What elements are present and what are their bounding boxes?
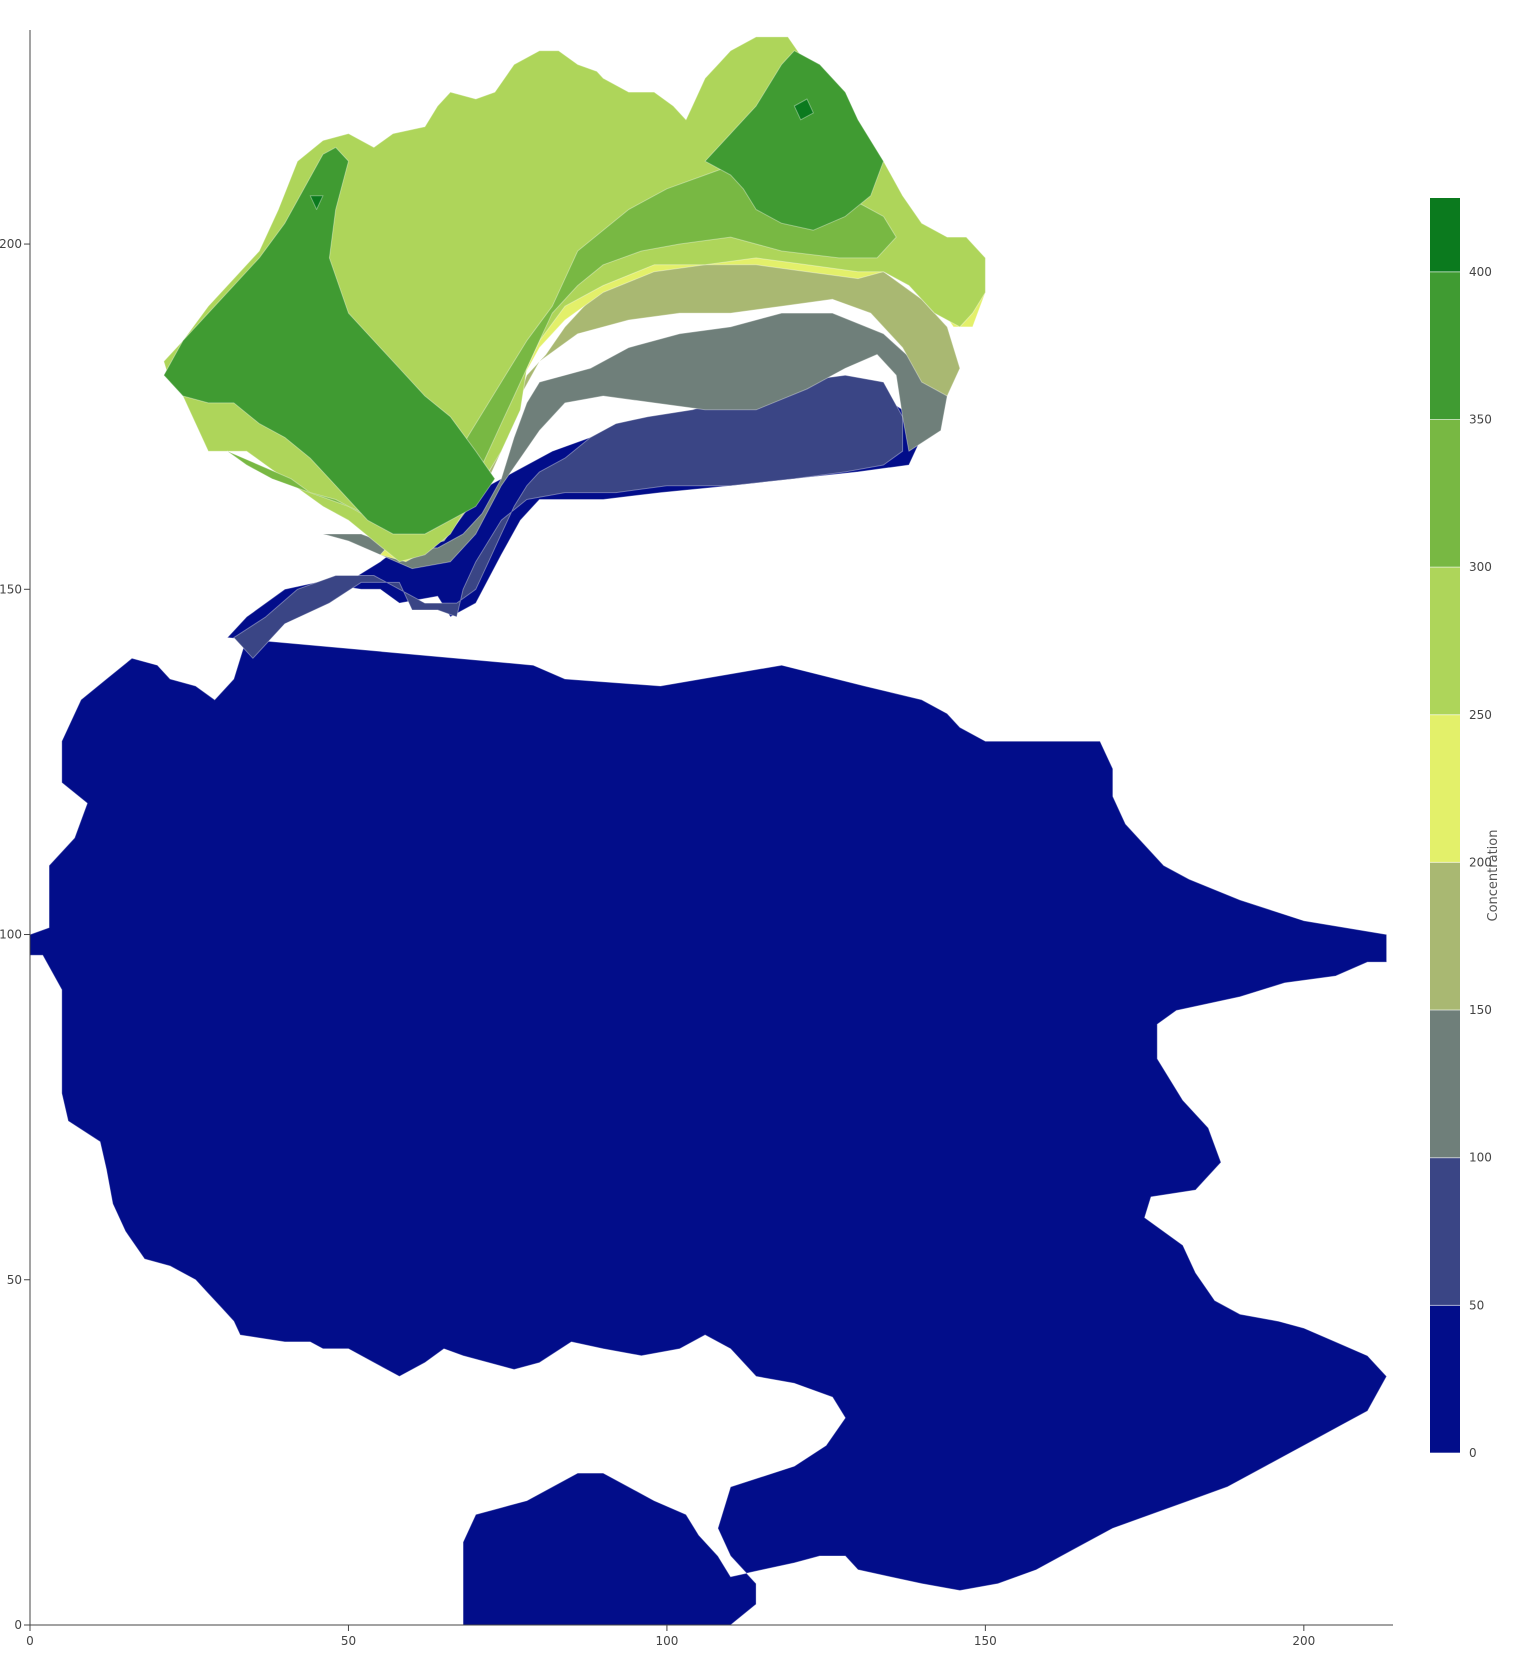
- axes: [29, 30, 1393, 1626]
- colorbar: 0 50 100 150 200 250 300 350 400 Concentration: [1430, 198, 1501, 1460]
- contour-region-0-50: [29, 388, 1388, 1626]
- x-tick-label: 100: [655, 1634, 678, 1648]
- colorbar-tick-label: 0: [1469, 1446, 1477, 1460]
- colorbar-band-200-250: [1430, 714, 1460, 863]
- contour-region-350-400: [163, 146, 496, 535]
- y-tick-label: 200: [0, 237, 22, 251]
- colorbar-tick-label: 100: [1469, 1151, 1492, 1165]
- contour-region-400-425: [793, 98, 814, 121]
- colorbar-tick-label: 300: [1469, 560, 1492, 574]
- colorbar-title: Concentration: [1486, 830, 1501, 922]
- y-tick-label: 0: [14, 1618, 22, 1632]
- colorbar-tick-label: 200: [1469, 855, 1492, 869]
- colorbar-tick-label: 400: [1469, 265, 1492, 279]
- colorbar-band-100-150: [1430, 1010, 1460, 1158]
- colorbar-band-250-300: [1430, 567, 1460, 715]
- x-tick-label: 150: [974, 1634, 997, 1648]
- plot-area: [29, 36, 1388, 1626]
- y-tick-label: 100: [0, 928, 22, 942]
- y-tick-label: 150: [0, 582, 22, 596]
- x-tick-label: 0: [26, 1634, 34, 1648]
- colorbar-band-400-425: [1430, 198, 1460, 272]
- contour-region-100-150: [322, 312, 948, 570]
- colorbar-band-150-200: [1430, 862, 1460, 1011]
- colorbar-tick-label: 250: [1469, 708, 1492, 722]
- colorbar-band-350-400: [1430, 271, 1460, 420]
- x-axis-ticks: 0 50 100 150 200: [26, 1625, 1315, 1648]
- colorbar-band-300-350: [1430, 419, 1460, 568]
- x-tick-label: 200: [1292, 1634, 1315, 1648]
- contour-region-400-425: [309, 195, 324, 210]
- colorbar-bands: [1430, 198, 1460, 1453]
- contour-region-50-100: [233, 374, 904, 659]
- colorbar-ticks: 0 50 100 150 200 250 300 350 400: [1430, 265, 1492, 1460]
- colorbar-tick-label: 50: [1469, 1298, 1484, 1312]
- y-tick-label: 50: [7, 1273, 22, 1287]
- colorbar-band-0-50: [1430, 1305, 1460, 1453]
- y-axis-ticks: 0 50 100 150 200: [0, 237, 30, 1632]
- colorbar-tick-label: 350: [1469, 412, 1492, 426]
- colorbar-tick-label: 150: [1469, 1003, 1492, 1017]
- colorbar-band-50-100: [1430, 1157, 1460, 1306]
- contour-region-350-400: [704, 50, 884, 231]
- x-tick-label: 50: [341, 1634, 356, 1648]
